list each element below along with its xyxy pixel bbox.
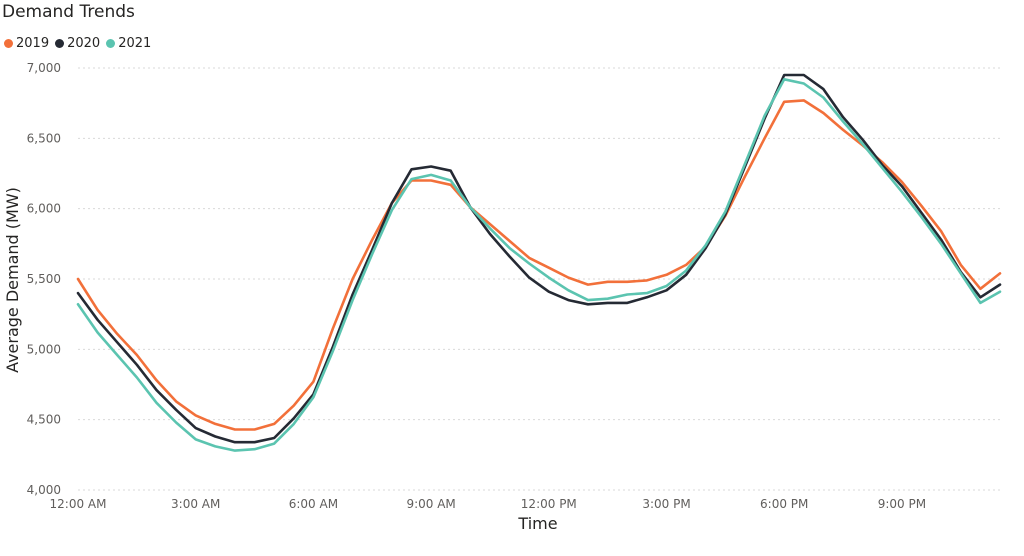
x-tick-label: 6:00 AM — [289, 497, 338, 511]
legend-marker-2020 — [55, 39, 65, 48]
chart-title: Demand Trends — [2, 2, 135, 22]
y-axis-ticks: 4,000 4,500 5,000 5,500 6,000 6,500 7,000 — [27, 61, 61, 497]
series-lines — [76, 73, 1002, 452]
x-axis-title: Time — [517, 514, 557, 533]
x-axis-ticks: 12:00 AM 3:00 AM 6:00 AM 9:00 AM 12:00 PM 3:0… — [50, 497, 927, 511]
y-tick-label: 4,000 — [27, 483, 61, 497]
legend: 2019 2020 2021 — [4, 36, 157, 51]
series-line-2019[interactable] — [76, 99, 1002, 431]
y-tick-label: 4,500 — [27, 413, 61, 427]
x-tick-label: 3:00 PM — [642, 497, 690, 511]
legend-item-2021[interactable]: 2021 — [106, 36, 151, 51]
legend-item-2019[interactable]: 2019 — [4, 36, 49, 51]
y-tick-label: 5,000 — [27, 342, 61, 356]
series-line-2021[interactable] — [76, 78, 1002, 452]
gridlines — [78, 67, 1000, 491]
legend-label-2020: 2020 — [67, 36, 101, 51]
legend-marker-2019 — [4, 39, 13, 48]
series-line-2020[interactable] — [76, 73, 1002, 444]
y-tick-label: 7,000 — [27, 61, 61, 75]
legend-label-2021: 2021 — [118, 36, 152, 51]
x-tick-label: 12:00 PM — [521, 497, 577, 511]
x-tick-label: 9:00 PM — [878, 497, 926, 511]
x-tick-label: 3:00 AM — [171, 497, 220, 511]
x-tick-label: 9:00 AM — [406, 497, 455, 511]
legend-marker-2021 — [106, 39, 116, 48]
y-axis-title: Average Demand (MW) — [3, 187, 22, 373]
y-tick-label: 5,500 — [27, 272, 61, 286]
legend-item-2020[interactable]: 2020 — [55, 36, 100, 51]
y-tick-label: 6,000 — [27, 202, 61, 216]
y-tick-label: 6,500 — [27, 131, 61, 145]
x-tick-label: 12:00 AM — [50, 497, 107, 511]
legend-label-2019: 2019 — [16, 36, 50, 51]
x-tick-label: 6:00 PM — [760, 497, 808, 511]
